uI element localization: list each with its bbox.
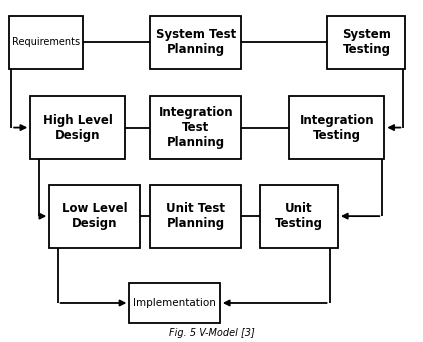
- Bar: [260, 185, 338, 248]
- Bar: [49, 185, 140, 248]
- Text: Implementation: Implementation: [133, 298, 216, 308]
- Bar: [9, 16, 83, 69]
- Bar: [129, 284, 220, 323]
- Text: Unit Test
Planning: Unit Test Planning: [166, 202, 225, 230]
- Bar: [150, 185, 241, 248]
- Text: Integration
Testing: Integration Testing: [299, 114, 374, 142]
- Bar: [30, 96, 125, 159]
- Text: High Level
Design: High Level Design: [43, 114, 113, 142]
- Text: System Test
Planning: System Test Planning: [156, 28, 236, 56]
- Text: Unit
Testing: Unit Testing: [275, 202, 323, 230]
- Text: Fig. 5 V-Model [3]: Fig. 5 V-Model [3]: [169, 328, 254, 338]
- Text: Low Level
Design: Low Level Design: [62, 202, 127, 230]
- Bar: [289, 96, 385, 159]
- Bar: [327, 16, 405, 69]
- Text: Integration
Test
Planning: Integration Test Planning: [158, 106, 233, 149]
- Text: System
Testing: System Testing: [342, 28, 391, 56]
- Bar: [150, 16, 241, 69]
- Text: Requirements: Requirements: [12, 37, 80, 48]
- Bar: [150, 96, 241, 159]
